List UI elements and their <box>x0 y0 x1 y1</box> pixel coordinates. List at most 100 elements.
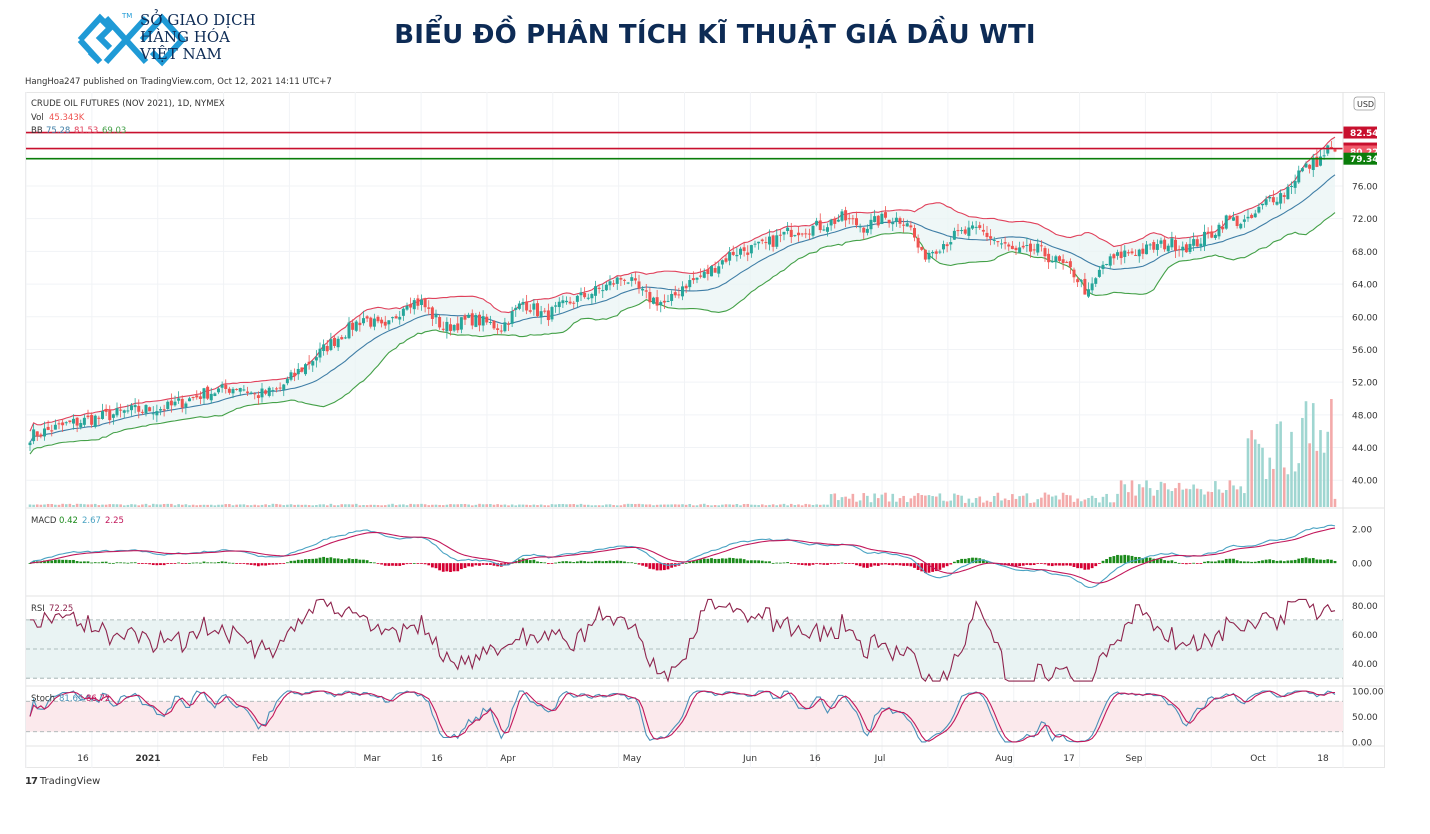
volume-bar <box>1177 482 1181 507</box>
volume-bar <box>851 493 855 507</box>
rsi-legend-label: RSI <box>31 604 45 614</box>
volume-bar <box>1090 495 1094 507</box>
macd-histogram-bar <box>191 562 195 564</box>
bb-upper-line <box>29 136 1336 432</box>
level-label: 79.34 <box>1350 155 1378 165</box>
volume-bar <box>253 504 257 507</box>
candle-body <box>760 239 764 242</box>
macd-histogram-bar <box>641 563 645 566</box>
volume-bar <box>108 504 112 507</box>
candle-body <box>231 388 235 394</box>
macd-histogram-bar <box>79 561 83 564</box>
candle-body <box>985 232 989 238</box>
candle-body <box>467 314 471 318</box>
macd-histogram-bar <box>1188 563 1192 564</box>
macd-histogram-bar <box>742 559 746 564</box>
volume-bar <box>1098 502 1101 507</box>
candle-body <box>862 227 866 233</box>
volume-bar <box>496 504 499 507</box>
macd-histogram-bar <box>717 558 721 564</box>
volume-bar <box>1058 499 1061 507</box>
macd-histogram-bar <box>1043 563 1047 565</box>
macd-histogram-bar <box>1221 560 1225 564</box>
candle-body <box>1279 193 1283 204</box>
candle-body <box>311 361 315 366</box>
candle-body <box>1221 226 1225 230</box>
volume-bar <box>898 498 902 507</box>
volume-bar <box>1246 438 1250 507</box>
candle-body <box>46 426 50 430</box>
macd-histogram-bar <box>198 562 202 564</box>
macd-histogram-bar <box>536 561 539 564</box>
candle-body <box>169 400 173 406</box>
candle-body <box>394 316 398 319</box>
candle-body <box>1315 156 1319 167</box>
bb-legend-value: 69.03 <box>102 126 126 136</box>
candle-body <box>420 299 423 305</box>
candle-body <box>579 292 583 296</box>
volume-bar <box>347 504 351 507</box>
macd-histogram-bar <box>557 561 561 564</box>
volume-bar <box>79 503 83 507</box>
candle-body <box>456 323 460 331</box>
macd-histogram-bar <box>1275 560 1279 564</box>
candle-body <box>583 292 587 298</box>
macd-histogram-bar <box>648 563 652 569</box>
macd-histogram-bar <box>1018 563 1022 567</box>
volume-bar <box>474 504 478 507</box>
candle-body <box>1239 223 1243 229</box>
macd-histogram-bar <box>1195 563 1199 564</box>
price-tick-label: 64.00 <box>1352 281 1378 291</box>
candle-body <box>902 224 906 226</box>
tradingview-brand: 17 TradingView <box>25 776 100 787</box>
volume-bar <box>507 505 510 507</box>
volume-bar <box>931 496 934 507</box>
volume-bar <box>231 505 235 507</box>
candle-body <box>372 318 376 327</box>
macd-histogram-bar <box>826 563 829 565</box>
logo-line-1: SỞ GIAO DỊCH <box>140 11 256 29</box>
volume-bar <box>489 504 492 507</box>
macd-histogram-bar <box>1087 563 1090 570</box>
vol-legend-value: 45.343K <box>49 113 85 123</box>
volume-bar <box>184 504 188 507</box>
volume-bar <box>1029 502 1032 507</box>
macd-histogram-bar <box>111 562 115 564</box>
candle-body <box>992 239 996 241</box>
candle-body <box>188 398 191 402</box>
candle-body <box>612 283 616 285</box>
volume-bar <box>1319 430 1322 507</box>
macd-histogram-bar <box>1322 559 1326 564</box>
macd-histogram-bar <box>354 558 358 564</box>
macd-histogram-bar <box>818 563 822 565</box>
volume-bar <box>996 492 1000 507</box>
macd-histogram-bar <box>166 563 170 564</box>
candle-body <box>108 410 112 421</box>
bb-legend-value: 81.53 <box>74 126 98 136</box>
candle-body <box>804 233 808 235</box>
macd-histogram-bar <box>492 563 496 566</box>
volume-bar <box>1130 480 1134 507</box>
candle-body <box>891 222 895 225</box>
candle-body <box>380 319 384 324</box>
macd-histogram-bar <box>844 563 848 564</box>
macd-histogram-bar <box>985 560 989 564</box>
volume-bar <box>463 503 467 507</box>
volume-bar <box>601 505 605 507</box>
macd-histogram-bar <box>122 562 126 564</box>
macd-histogram-bar <box>1203 561 1206 564</box>
macd-histogram-bar <box>858 563 862 567</box>
volume-bar <box>402 504 405 507</box>
volume-bar <box>322 504 325 507</box>
candle-body <box>945 244 949 247</box>
volume-bar <box>90 504 93 507</box>
volume-bar <box>380 505 383 507</box>
candle-body <box>256 395 260 399</box>
macd-histogram-bar <box>140 563 144 564</box>
volume-bar <box>866 495 869 507</box>
candle-body <box>601 290 605 292</box>
volume-bar <box>242 504 246 507</box>
candle-body <box>104 408 108 412</box>
candle-body <box>119 409 123 411</box>
macd-histogram-bar <box>1264 559 1268 564</box>
